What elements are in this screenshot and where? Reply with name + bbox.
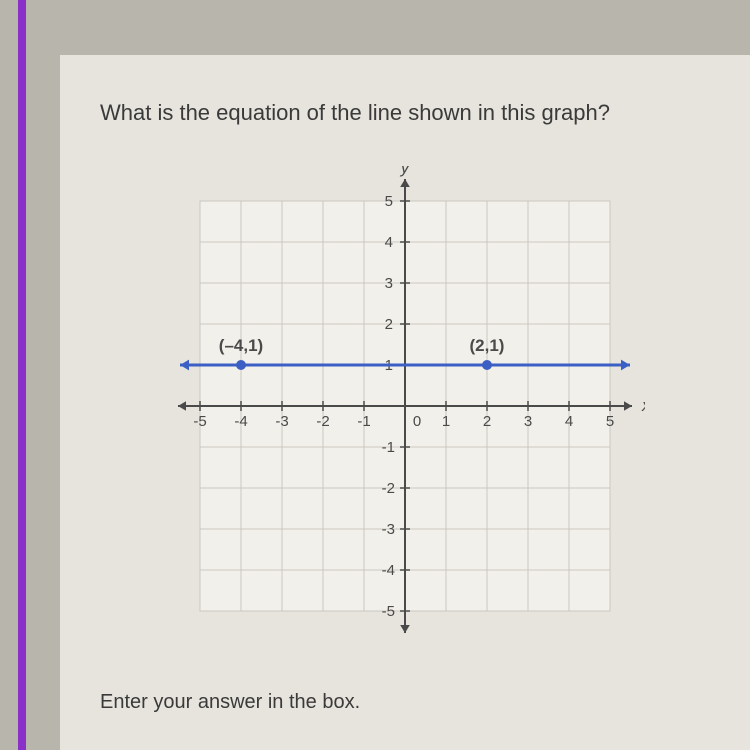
svg-text:2: 2 [483, 413, 491, 430]
svg-text:4: 4 [565, 413, 573, 430]
answer-prompt: Enter your answer in the box. [100, 691, 710, 714]
svg-text:-4: -4 [234, 413, 247, 430]
graph-svg: -5-4-3-2-112345054321-1-2-3-4-5xy(–4,1)(… [165, 166, 645, 646]
svg-text:-5: -5 [382, 603, 395, 620]
svg-text:-3: -3 [275, 413, 288, 430]
svg-text:0: 0 [413, 413, 421, 430]
question-panel: What is the equation of the line shown i… [60, 55, 750, 750]
svg-text:4: 4 [385, 234, 393, 251]
svg-text:-3: -3 [382, 521, 395, 538]
svg-text:x: x [641, 396, 645, 415]
svg-text:y: y [400, 166, 411, 177]
svg-text:5: 5 [385, 193, 393, 210]
svg-text:1: 1 [442, 413, 450, 430]
svg-text:-2: -2 [316, 413, 329, 430]
accent-sidebar [18, 0, 26, 750]
svg-text:-1: -1 [382, 439, 395, 456]
svg-text:-1: -1 [357, 413, 370, 430]
svg-text:5: 5 [606, 413, 614, 430]
svg-text:3: 3 [385, 275, 393, 292]
svg-text:(–4,1): (–4,1) [219, 336, 263, 355]
svg-text:-4: -4 [382, 562, 395, 579]
svg-text:-5: -5 [193, 413, 206, 430]
question-text: What is the equation of the line shown i… [100, 100, 710, 126]
svg-text:-2: -2 [382, 480, 395, 497]
svg-text:2: 2 [385, 316, 393, 333]
coordinate-graph: -5-4-3-2-112345054321-1-2-3-4-5xy(–4,1)(… [100, 156, 710, 671]
svg-text:3: 3 [524, 413, 532, 430]
svg-text:(2,1): (2,1) [470, 336, 505, 355]
